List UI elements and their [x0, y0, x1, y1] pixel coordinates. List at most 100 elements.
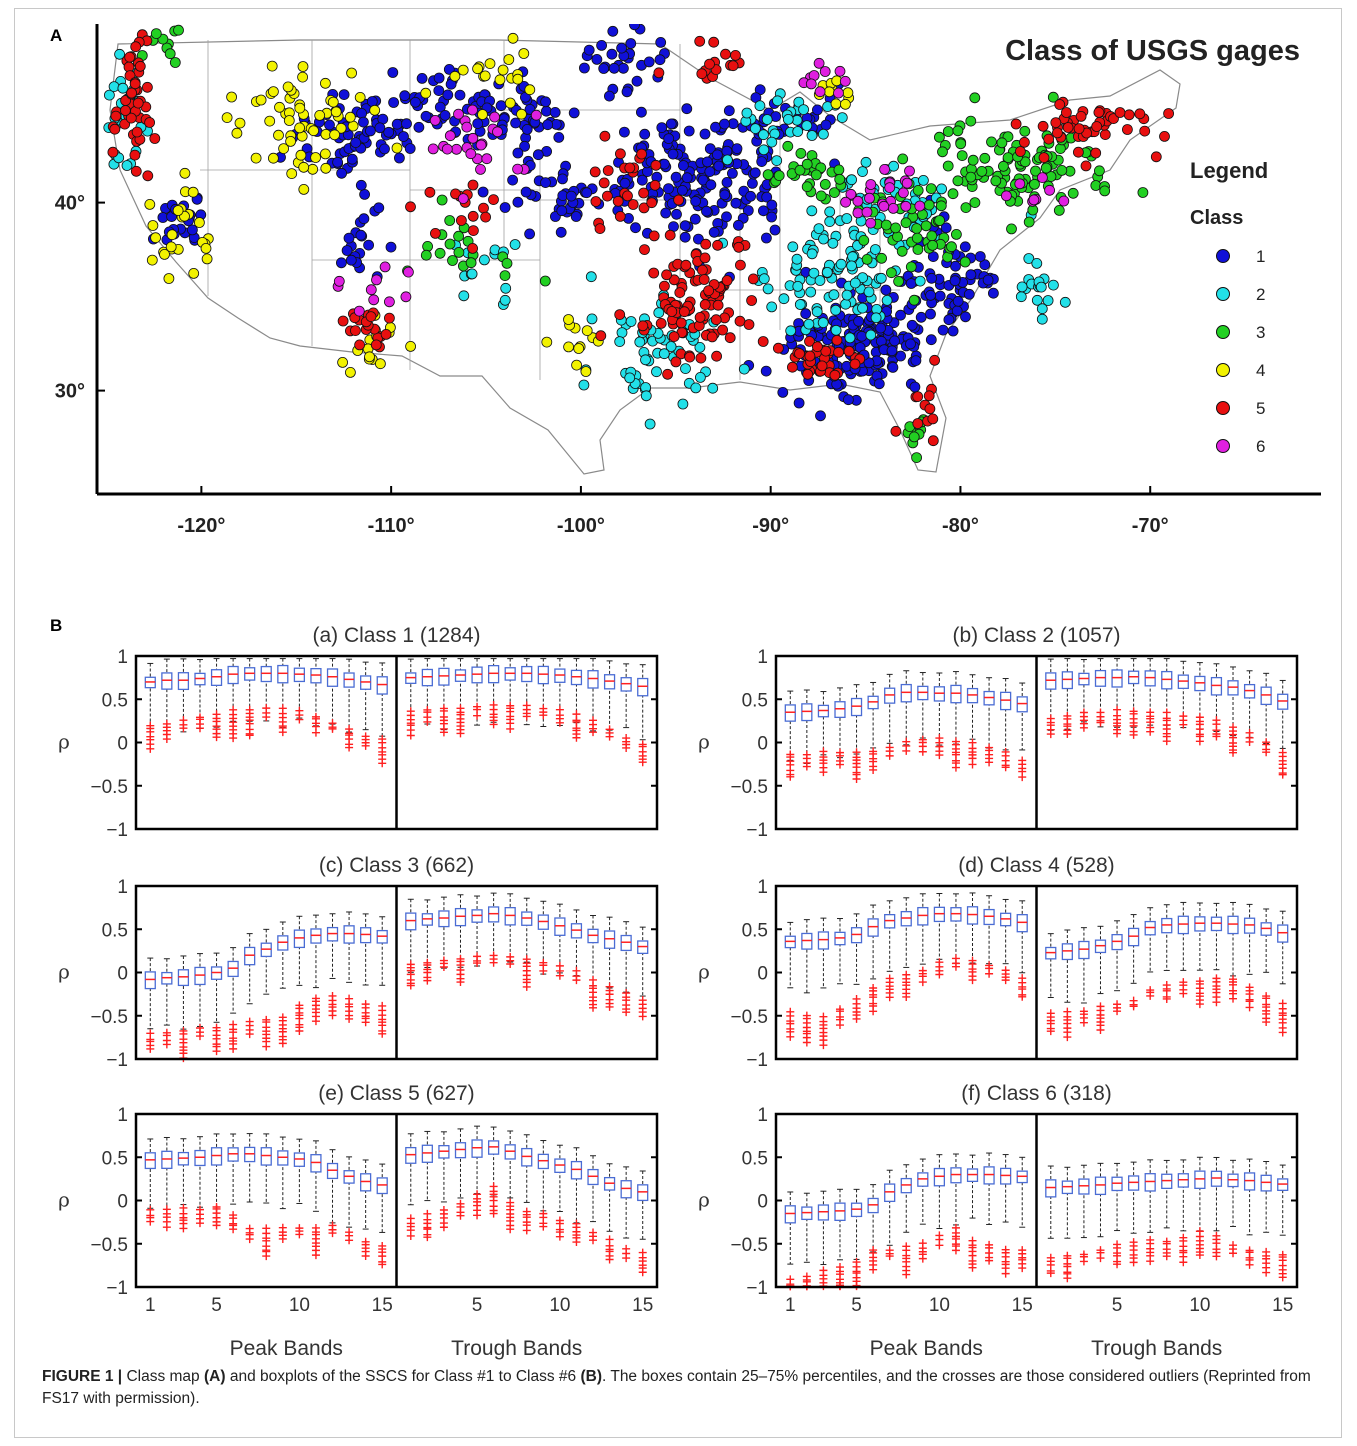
boxplot-outlier: [985, 969, 994, 978]
boxplot-x-tick-label: 5: [211, 1295, 222, 1316]
boxplot-outlier: [378, 759, 387, 768]
boxplot-box: [405, 1146, 417, 1164]
boxplot-outlier: [852, 1014, 861, 1023]
gage-point-class-1: [667, 148, 679, 160]
gage-point-class-1: [699, 128, 711, 140]
gage-point-class-1: [815, 410, 826, 422]
boxplot-outlier: [951, 1246, 960, 1255]
boxplot-box: [801, 703, 813, 722]
boxplot-box: [487, 664, 500, 684]
boxplot-outlier: [802, 1038, 811, 1047]
boxplot-outlier: [195, 1219, 204, 1228]
boxplot-outlier: [506, 1225, 515, 1234]
boxplot-y-label: ρ: [698, 730, 710, 754]
boxplot-box: [454, 907, 467, 927]
boxplot-box: [1227, 915, 1239, 935]
boxplot-y-tick-label: −1: [106, 820, 128, 841]
boxplot-x-tick-label: 10: [549, 1295, 570, 1316]
boxplot-outlier: [1063, 1274, 1072, 1283]
boxplot-outlier: [1162, 737, 1171, 746]
boxplot-box: [1045, 672, 1057, 690]
boxplot-x-tick-label: 15: [632, 1295, 653, 1316]
boxplot-outlier: [968, 1263, 977, 1272]
boxplot-outlier: [473, 711, 482, 720]
boxplot-outlier: [245, 1235, 254, 1244]
boxplot-outlier: [1096, 1025, 1105, 1034]
boxplot-outlier: [489, 958, 498, 967]
boxplot-y-tick-label: −1: [106, 1050, 128, 1071]
boxplot-outlier: [162, 735, 171, 744]
boxplot-box: [1094, 1176, 1107, 1196]
boxplot-y-tick-label: 0.5: [742, 690, 768, 711]
boxplot-y-tick-label: 0.5: [742, 1148, 768, 1169]
boxplot-outlier: [195, 1032, 204, 1041]
gage-point-class-1: [853, 315, 864, 327]
boxplot-outlier: [179, 1224, 188, 1233]
boxplot-outlier: [786, 1032, 795, 1041]
boxplot-outlier: [439, 963, 448, 972]
boxplot-box: [1161, 670, 1173, 690]
boxplot-box: [177, 672, 190, 691]
gage-point-class-1: [988, 287, 999, 299]
boxplot-y-tick-label: 1: [757, 877, 768, 898]
gage-point-class-1: [959, 241, 971, 253]
boxplot-y-tick-label: 0: [757, 1192, 768, 1213]
boxplot-box: [834, 1202, 846, 1222]
boxplot-box: [637, 1184, 649, 1202]
boxplot-outlier: [1113, 729, 1122, 738]
boxplot-outlier: [819, 1041, 828, 1050]
boxplot-y-tick-label: 0.5: [102, 1148, 128, 1169]
boxplot-outlier: [278, 728, 287, 737]
figure-frame: [14, 8, 1342, 1438]
gage-point-class-1: [671, 208, 682, 220]
boxplot-y-tick-label: −0.5: [90, 1007, 128, 1028]
boxplot-box: [471, 1139, 483, 1158]
boxplot-panel-3: (c) Class 3 (662) ρ −1 −0.5 0 0.5 1: [58, 854, 659, 1071]
boxplot-y-tick-label: −0.5: [90, 777, 128, 798]
caption-part2: and boxplots of the SSCS for Class #1 to…: [225, 1368, 581, 1385]
boxplot-x-tick-label: 1: [785, 1295, 796, 1316]
boxplot-x-tick-label: 15: [372, 1295, 393, 1316]
boxplot-outlier: [852, 774, 861, 783]
boxplot-outlier: [1245, 737, 1254, 746]
boxplot-y-tick-label: −1: [746, 820, 768, 841]
boxplot-outlier: [1096, 718, 1105, 727]
boxplot-outlier: [212, 733, 221, 742]
caption-bold-b: (B): [580, 1368, 603, 1385]
gage-point-class-1: [915, 311, 927, 323]
boxplot-panel-title: (c) Class 3 (662): [319, 854, 474, 877]
boxplot-y-tick-label: 0: [757, 734, 768, 755]
gage-point-class-1: [713, 160, 725, 172]
boxplot-outlier: [605, 1255, 614, 1264]
boxplot-outlier: [902, 1270, 911, 1279]
boxplot-outlier: [423, 717, 432, 726]
boxplot-outlier: [1278, 1273, 1287, 1282]
boxplot-outlier: [328, 1011, 337, 1020]
boxplot-outlier: [1063, 1033, 1072, 1042]
boxplot-outlier: [262, 1252, 271, 1261]
boxplot-box: [1177, 915, 1189, 935]
boxplot-box: [1000, 1167, 1012, 1185]
gage-point-class-1: [793, 397, 805, 409]
boxplot-box: [587, 670, 599, 689]
boxplot-outlier: [605, 732, 614, 741]
boxplot-y-tick-label: −1: [106, 1278, 128, 1299]
boxplot-outlier: [146, 1217, 155, 1226]
boxplot-box: [144, 1152, 156, 1170]
boxplot-box: [310, 1154, 322, 1173]
gage-point-class-1: [721, 176, 733, 188]
boxplot-box: [950, 684, 962, 704]
boxplot-box: [161, 672, 173, 690]
boxplot-box: [817, 931, 830, 950]
boxplot-y-tick-label: −0.5: [730, 1235, 768, 1256]
boxplot-panel-title: (f) Class 6 (318): [961, 1082, 1112, 1105]
boxplot-x-tick-label: 5: [1112, 1295, 1123, 1316]
boxplot-y-tick-label: −1: [746, 1278, 768, 1299]
gage-point-class-1: [742, 205, 754, 216]
gage-point-class-1: [949, 275, 961, 287]
boxplot-outlier: [311, 1251, 320, 1260]
boxplot-group-label: Peak Bands: [230, 1337, 343, 1360]
boxplot-outlier: [195, 724, 204, 733]
boxplot-box: [554, 917, 566, 936]
